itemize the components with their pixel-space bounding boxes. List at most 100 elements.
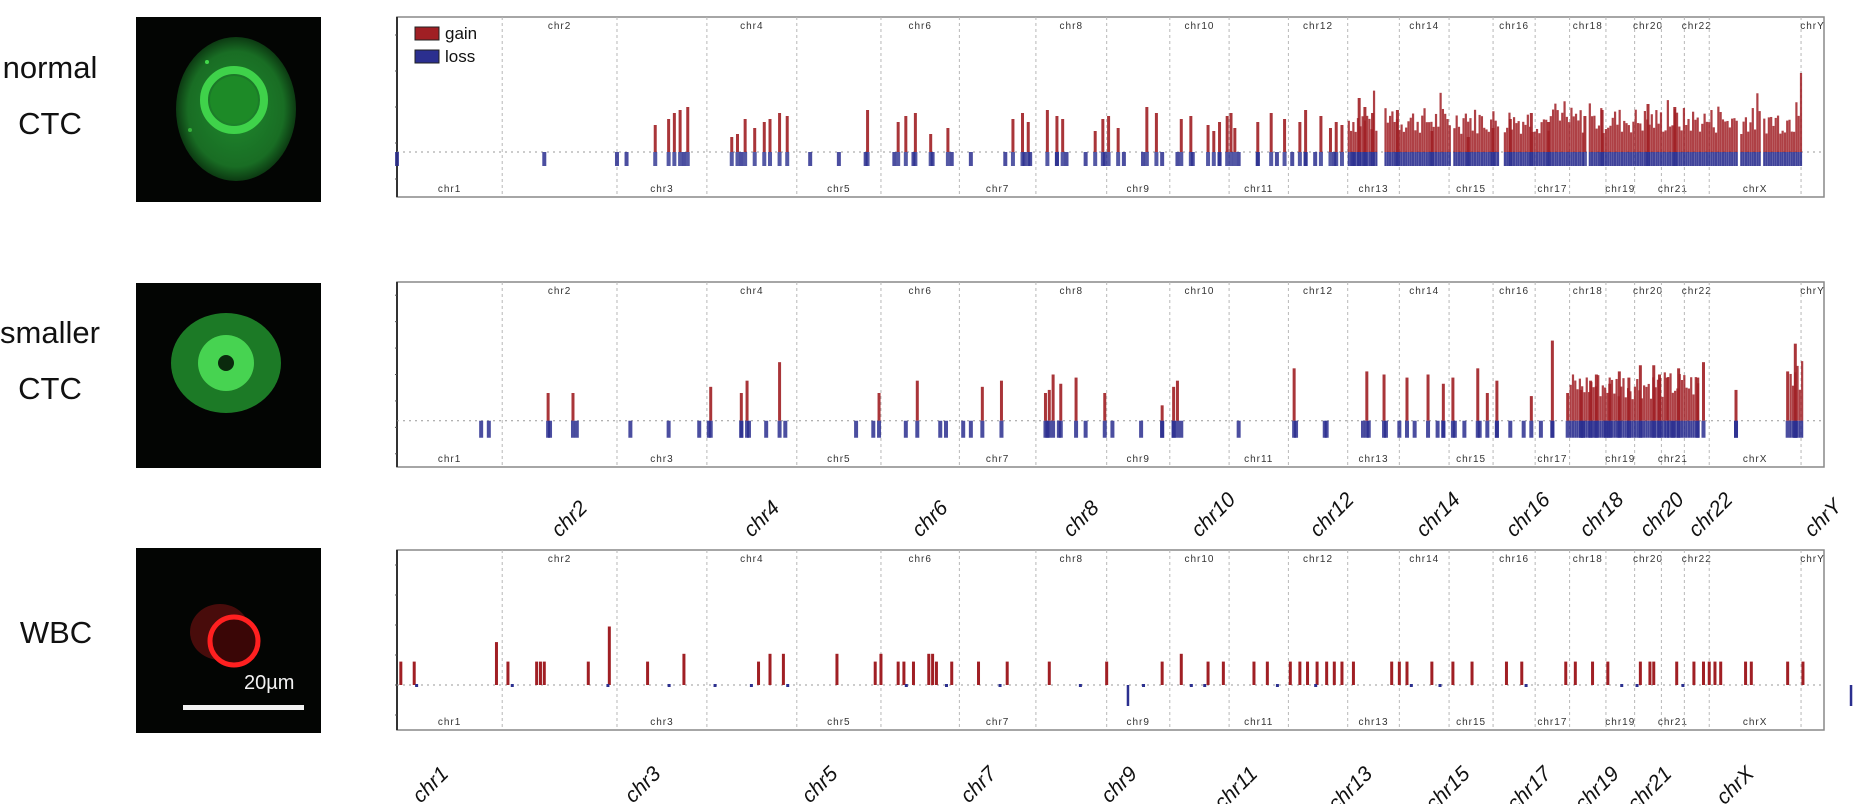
- gain-bar: [1520, 661, 1524, 685]
- loss-bar: [1179, 420, 1184, 438]
- gain-bar: [1801, 361, 1804, 421]
- gain-bar: [1347, 120, 1350, 152]
- gain-bar: [1719, 661, 1723, 685]
- loss-bar: [666, 152, 671, 166]
- gain-bar: [1685, 387, 1688, 421]
- loss-bar: [1043, 420, 1048, 438]
- loss-bar: [1467, 152, 1470, 166]
- gain-bar: [1407, 121, 1410, 152]
- gain-bar: [1441, 108, 1445, 152]
- gain-bar: [1669, 373, 1672, 421]
- loss-bar: [1669, 152, 1672, 166]
- gain-bar: [1652, 377, 1655, 421]
- gain-bar: [1519, 133, 1523, 152]
- loss-bar: [1797, 152, 1800, 166]
- gain-bar: [1597, 125, 1601, 152]
- loss-bar: [1675, 152, 1679, 166]
- gain-bar: [1654, 387, 1657, 421]
- outer-chromosome-label: chr22: [1684, 488, 1738, 542]
- outer-chromosome-label: chr2: [547, 496, 592, 541]
- gain-bar: [896, 122, 900, 152]
- gain-bar: [607, 626, 611, 685]
- gain-bar: [1581, 386, 1584, 421]
- loss-bar: [1116, 152, 1121, 166]
- loss-bar: [1657, 152, 1660, 166]
- gain-bar: [1565, 116, 1568, 152]
- gain-bar: [1315, 661, 1319, 685]
- gain-bar: [399, 661, 403, 685]
- loss-bar: [628, 420, 633, 438]
- outer-chromosome-label: chrX: [1712, 762, 1759, 804]
- loss-bar: [1689, 152, 1692, 166]
- gain-bar: [1734, 389, 1738, 421]
- chromosome-label: chr5: [827, 184, 850, 195]
- loss-bar: [1083, 420, 1088, 438]
- gain-bar: [1682, 108, 1686, 152]
- loss-bar: [1627, 152, 1630, 166]
- loss-bar: [1349, 152, 1353, 166]
- loss-bar: [1404, 420, 1409, 438]
- gain-bar: [1610, 379, 1614, 421]
- chromosome-label: chr16: [1499, 286, 1529, 297]
- loss-bar: [1645, 420, 1648, 438]
- gain-bar: [1661, 396, 1664, 421]
- gain-bar: [1414, 130, 1417, 152]
- loss-bar: [1521, 420, 1526, 438]
- chromosome-label: chrY: [1800, 554, 1825, 565]
- gain-bar: [586, 661, 590, 685]
- loss-bar: [1615, 420, 1618, 438]
- gain-bar: [1801, 661, 1805, 685]
- gain-bar: [873, 661, 877, 685]
- loss-bar: [1045, 152, 1050, 166]
- gain-bar: [646, 661, 650, 685]
- gain-bar: [1588, 103, 1591, 152]
- loss-dot: [998, 684, 1002, 687]
- gain-bar: [1306, 661, 1310, 685]
- loss-bar: [1494, 420, 1499, 438]
- loss-bar: [1618, 152, 1621, 166]
- loss-bar: [1798, 420, 1801, 438]
- gain-bar: [1694, 119, 1697, 152]
- loss-dot: [1524, 684, 1528, 687]
- loss-bar: [1054, 152, 1059, 166]
- loss-bar: [1690, 420, 1693, 438]
- gain-bar: [1400, 124, 1403, 152]
- gain-bar: [1455, 115, 1458, 152]
- loss-bar: [1849, 685, 1853, 706]
- gain-bar: [1145, 107, 1149, 152]
- chromosome-label: chr4: [740, 21, 763, 32]
- loss-bar: [1556, 152, 1559, 166]
- row-label-line: WBC: [19, 615, 93, 650]
- loss-bar: [1791, 420, 1795, 438]
- loss-bar: [1457, 152, 1461, 166]
- chromosome-label: chr7: [986, 717, 1009, 728]
- loss-bar: [1282, 152, 1287, 166]
- gain-bar: [977, 661, 981, 685]
- outer-chromosome-label: chr20: [1635, 488, 1689, 542]
- gain-bar: [1669, 126, 1672, 152]
- gain-bar: [1172, 386, 1176, 421]
- loss-bar: [1515, 152, 1518, 166]
- gain-bar: [1382, 374, 1386, 421]
- loss-bar: [1051, 420, 1056, 438]
- loss-bar: [1749, 152, 1752, 166]
- plot-frame: [396, 16, 1825, 198]
- chromosome-label: chr10: [1184, 21, 1214, 32]
- row-label-normal-ctc: normal CTC: [0, 40, 100, 152]
- loss-bar: [1636, 152, 1640, 166]
- loss-bar: [961, 420, 966, 438]
- loss-bar: [1384, 152, 1387, 166]
- gain-bar: [1229, 113, 1233, 152]
- loss-bar: [1717, 152, 1720, 166]
- loss-bar: [1554, 152, 1557, 166]
- gain-bar: [1606, 661, 1610, 685]
- loss-bar: [1673, 152, 1676, 166]
- loss-bar: [546, 420, 551, 438]
- loss-bar: [1175, 420, 1180, 438]
- plot-frame: [396, 281, 1825, 468]
- legend: gain loss: [414, 24, 477, 66]
- gain-bar: [1634, 109, 1637, 152]
- loss-bar: [1437, 152, 1440, 166]
- gain-bar: [1510, 129, 1513, 152]
- gain-bar: [1483, 127, 1486, 152]
